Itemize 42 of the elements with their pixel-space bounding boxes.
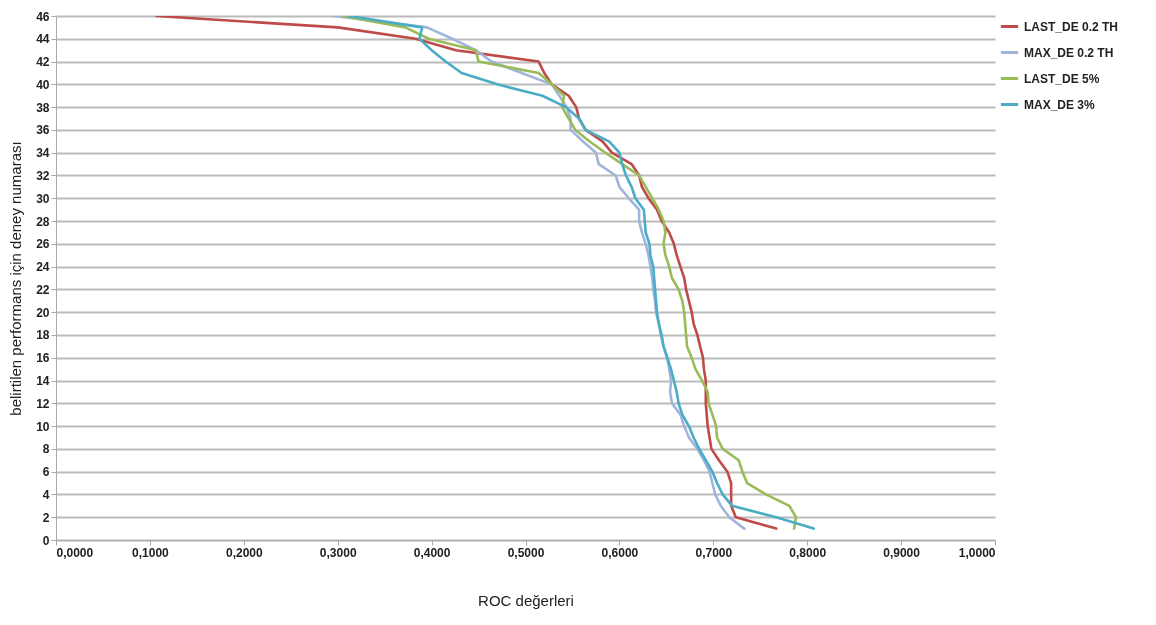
y-tick-label: 20 (36, 305, 50, 320)
y-tick-label: 18 (36, 328, 50, 343)
legend-label: LAST_DE 5% (1024, 71, 1100, 86)
x-tick-label: 0,5000 (507, 545, 545, 560)
x-tick-label: 0,4000 (413, 545, 451, 560)
y-tick-label: 6 (42, 465, 50, 480)
x-tick-label: 0,0000 (56, 545, 94, 560)
y-tick-label: 28 (36, 214, 50, 229)
y-tick-label: 10 (36, 419, 50, 434)
x-tick-label: 0,6000 (601, 545, 639, 560)
y-tick-label: 22 (36, 282, 50, 297)
y-tick-label: 0 (42, 533, 50, 548)
y-tick-label: 42 (36, 55, 50, 70)
y-tick-label: 46 (36, 9, 50, 24)
y-tick-label: 30 (36, 191, 50, 206)
y-tick-label: 34 (36, 146, 50, 161)
x-tick-label: 0,2000 (225, 545, 263, 560)
x-axis-title: ROC değerleri (478, 591, 574, 609)
y-tick-label: 32 (36, 168, 50, 183)
y-tick-label: 26 (36, 237, 50, 252)
line-series (155, 16, 778, 530)
y-tick-label: 24 (36, 260, 50, 275)
y-tick-label: 44 (36, 32, 50, 47)
y-tick-label: 36 (36, 123, 50, 138)
y-tick-label: 2 (42, 510, 50, 525)
x-tick-label: 0,7000 (695, 545, 733, 560)
x-tick-label: 0,8000 (789, 545, 827, 560)
y-tick-label: 40 (36, 77, 50, 92)
y-tick-label: 38 (36, 100, 50, 115)
y-tick-label: 12 (36, 396, 50, 411)
y-tick-label: 14 (36, 374, 50, 389)
x-tick-label: 0,9000 (883, 545, 921, 560)
y-axis-title: belirtilen performans için deney numarası (7, 141, 25, 416)
y-tick-label: 8 (42, 442, 50, 457)
legend-label: MAX_DE 3% (1024, 97, 1096, 112)
y-tick-label: 16 (36, 351, 50, 366)
x-tick-label: 0,3000 (319, 545, 357, 560)
x-tick-label: 1,0000 (958, 545, 996, 560)
y-tick-label: 4 (42, 487, 50, 502)
legend-label: LAST_DE 0.2 TH (1024, 19, 1119, 34)
x-tick-label: 0,1000 (132, 545, 170, 560)
legend-label: MAX_DE 0.2 TH (1024, 45, 1114, 60)
